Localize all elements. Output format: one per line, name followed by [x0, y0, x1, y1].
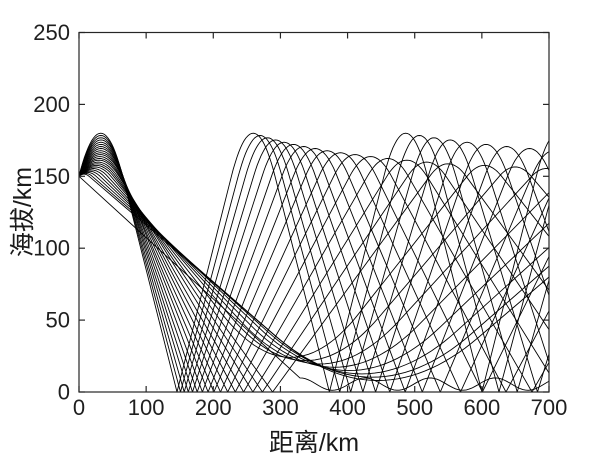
x-tick-label: 300 — [262, 395, 299, 420]
x-tick-label: 100 — [128, 395, 165, 420]
ray-path — [79, 159, 549, 393]
ray-path — [79, 172, 549, 378]
ray-path — [79, 170, 549, 372]
ray-path — [79, 169, 549, 368]
ray-path — [79, 141, 549, 393]
ray-path — [79, 148, 549, 393]
ray-path — [79, 171, 549, 375]
ray-path — [79, 166, 549, 362]
x-tick-label: 700 — [531, 395, 568, 420]
ray-path — [79, 175, 549, 391]
y-tick-label: 200 — [33, 92, 70, 117]
ray-path — [79, 152, 549, 393]
ray-path — [79, 143, 549, 393]
y-axis-label: 海拔/km — [9, 166, 37, 258]
x-axis-label: 距离/km — [268, 429, 360, 456]
ray-paths-group — [79, 132, 549, 393]
x-tick-label: 600 — [463, 395, 500, 420]
ray-path — [79, 158, 549, 393]
y-tick-label: 100 — [33, 236, 70, 261]
x-tick-label: 500 — [396, 395, 433, 420]
x-tick-label: 400 — [329, 395, 366, 420]
ray-path — [79, 164, 549, 358]
x-tick-label: 0 — [73, 395, 85, 420]
ray-path — [79, 163, 549, 393]
ray-path — [79, 154, 549, 393]
x-tick-label: 200 — [195, 395, 232, 420]
ray-path — [79, 150, 549, 393]
ray-path — [79, 161, 549, 393]
ray-path — [79, 139, 549, 393]
y-tick-label: 250 — [33, 20, 70, 45]
ray-path — [79, 156, 549, 393]
y-tick-label: 0 — [58, 380, 70, 405]
y-tick-label: 150 — [33, 164, 70, 189]
y-tick-label: 50 — [46, 308, 70, 333]
ray-path — [79, 146, 549, 393]
ray-path — [79, 137, 549, 393]
plot-box — [78, 31, 550, 393]
